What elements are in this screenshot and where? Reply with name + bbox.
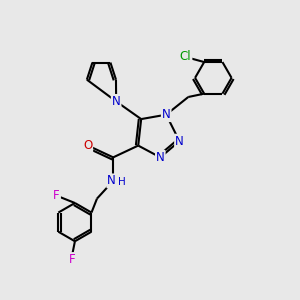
Text: N: N	[107, 174, 116, 188]
Text: N: N	[156, 151, 165, 164]
Text: F: F	[69, 253, 75, 266]
Text: N: N	[162, 108, 171, 121]
Text: O: O	[83, 139, 92, 152]
Text: N: N	[175, 135, 184, 148]
Text: N: N	[112, 95, 121, 108]
Text: H: H	[118, 177, 125, 188]
Text: Cl: Cl	[180, 50, 191, 63]
Text: F: F	[53, 189, 60, 202]
